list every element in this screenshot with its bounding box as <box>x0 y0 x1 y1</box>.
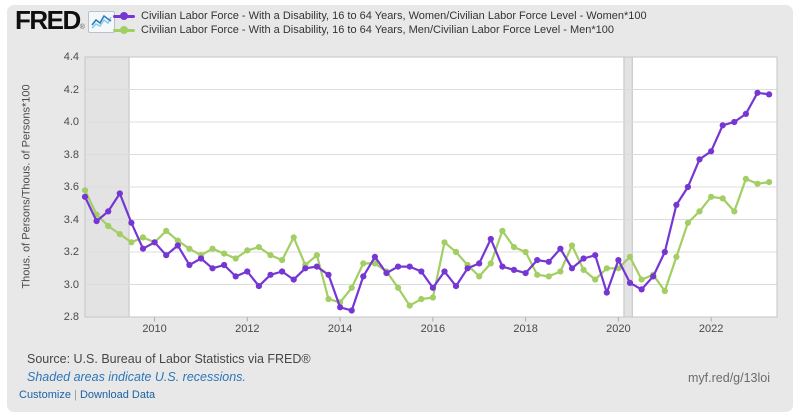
recession-note: Shaded areas indicate U.S. recessions. <box>27 370 246 384</box>
x-axis-tick-label: 2018 <box>513 323 538 335</box>
source-text: Source: U.S. Bureau of Labor Statistics … <box>27 352 311 366</box>
y-axis-tick-label: 3.6 <box>63 181 79 193</box>
men-series-marker-icon <box>113 26 135 34</box>
fred-logo[interactable]: FRED® <box>15 7 85 41</box>
customize-link[interactable]: Customize <box>19 389 71 401</box>
women-series-marker-icon <box>113 12 135 20</box>
legend-item-women[interactable]: Civilian Labor Force - With a Disability… <box>113 9 647 23</box>
legend-label-men: Civilian Labor Force - With a Disability… <box>141 24 615 36</box>
x-axis-tick-label: 2012 <box>235 323 260 335</box>
download-data-link[interactable]: Download Data <box>79 389 156 401</box>
x-axis-tick-label: 2022 <box>698 323 724 335</box>
y-axis-tick-label: 4.4 <box>63 51 79 63</box>
y-axis-tick-label: 3.8 <box>63 148 79 161</box>
legend-label-women: Civilian Labor Force - With a Disability… <box>141 10 647 22</box>
sparkline-chart-icon <box>88 11 115 33</box>
y-axis-tick-label: 4.2 <box>63 83 79 96</box>
legend-item-men[interactable]: Civilian Labor Force - With a Disability… <box>113 23 647 37</box>
graph-short-url: myf.red/g/13loi <box>688 371 770 385</box>
legend: Civilian Labor Force - With a Disability… <box>113 9 647 37</box>
x-axis-tick-label: 2010 <box>142 323 167 335</box>
y-axis-tick-label: 3.0 <box>63 278 79 291</box>
fred-logo-registered-mark: ® <box>79 24 85 31</box>
x-axis-tick-label: 2020 <box>606 323 631 335</box>
y-axis-tick-label: 3.4 <box>63 213 79 226</box>
links-separator: | <box>74 389 77 401</box>
x-axis-tick-label: 2016 <box>420 323 446 335</box>
y-axis-tick-label: 3.2 <box>63 246 79 258</box>
fred-logo-text: FRED <box>15 5 81 35</box>
y-axis-tick-label: 4.0 <box>63 116 79 128</box>
footer-links: Customize | Download Data <box>19 389 155 401</box>
x-axis-tick-label: 2014 <box>327 323 353 335</box>
y-axis-tick-label: 2.8 <box>63 311 79 323</box>
